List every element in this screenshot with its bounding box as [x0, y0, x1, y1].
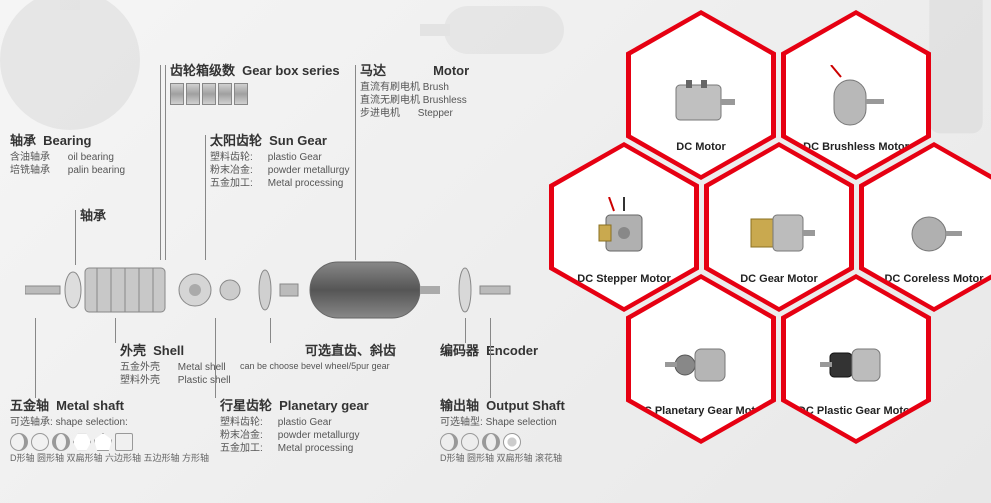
label-cn: 齿轮箱级数	[170, 60, 235, 79]
shape-labels: D形轴 圆形轴 双扁形轴 六边形轴 五边形轴 方形轴	[10, 451, 209, 464]
motor-icon	[816, 65, 896, 135]
label-cn: 五金轴	[10, 395, 49, 414]
label-sub: can be choose bevel wheel/5pur gear	[240, 361, 410, 373]
label-metalshaft: 五金轴 Metal shaft 可选轴承: shape selection: D…	[10, 395, 209, 464]
label-motor: 马达 Motor 直流有刷电机 Brush 直流无刷电机 Brushless 步…	[360, 60, 469, 120]
label-gearbox: 齿轮箱级数 Gear box series	[170, 60, 340, 105]
label-en: Bearing	[43, 133, 91, 148]
shape-options	[440, 433, 565, 451]
label-cn: 轴承	[10, 130, 36, 149]
motor-icon	[739, 197, 819, 267]
hex-dc-plastic: DC Plastic Gear Motor	[781, 274, 931, 444]
label-cn: 轴承	[80, 205, 106, 224]
label-cn: 行星齿轮	[220, 395, 272, 414]
label-en: Gear box series	[242, 63, 340, 78]
label-bearing: 轴承 Bearing 含油轴承 oil bearing 培铣轴承 palin b…	[10, 130, 125, 177]
hex-label: DC Plastic Gear Motor	[798, 405, 914, 417]
label-cn: 输出轴	[440, 395, 479, 414]
label-cn: 编码器	[440, 340, 479, 359]
label-cn: 太阳齿轮	[210, 130, 262, 149]
motor-icon	[661, 329, 741, 399]
label-en: Sun Gear	[269, 133, 327, 148]
label-planetary: 行星齿轮 Planetary gear 塑料齿轮: plastio Gear 粉…	[220, 395, 369, 455]
shape-labels: D形轴 圆形轴 双扁形轴 滚花轴	[440, 451, 565, 464]
motor-icon	[584, 197, 664, 267]
label-en: Shell	[153, 343, 184, 358]
label-bevel: 可选直齿、斜齿 can be choose bevel wheel/5pur g…	[240, 340, 410, 373]
label-shell: 外壳 Shell 五金外壳 Metal shell 塑料外壳 Plastic s…	[120, 340, 231, 387]
label-en: Motor	[433, 63, 469, 78]
label-cn: 马达	[360, 60, 386, 79]
hex-dc-planetary: DC Planetary Gear Motor	[626, 274, 776, 444]
label-cn: 外壳	[120, 340, 146, 359]
motor-icon	[894, 197, 974, 267]
label-bearing2: 轴承	[80, 205, 110, 224]
label-en: Planetary gear	[279, 398, 369, 413]
motor-icon	[816, 329, 896, 399]
label-en: Encoder	[486, 343, 538, 358]
gearbox-level-icons	[170, 83, 340, 105]
label-sungear: 太阳齿轮 Sun Gear 塑料齿轮: plastio Gear 粉末冶金: p…	[210, 130, 350, 190]
exploded-diagram: 齿轮箱级数 Gear box series 马达 Motor 直流有刷电机 Br…	[10, 60, 570, 480]
label-en: Output Shaft	[486, 398, 565, 413]
motor-types-hexgrid: DC Motor DC Brushless Motor DC Stepper M…	[561, 30, 981, 490]
shape-options	[10, 433, 209, 451]
label-en: Metal shaft	[56, 398, 124, 413]
label-cn: 可选直齿、斜齿	[305, 340, 396, 359]
label-output: 输出轴 Output Shaft 可选轴型: Shape selection D…	[440, 395, 565, 464]
motor-icon	[661, 65, 741, 135]
